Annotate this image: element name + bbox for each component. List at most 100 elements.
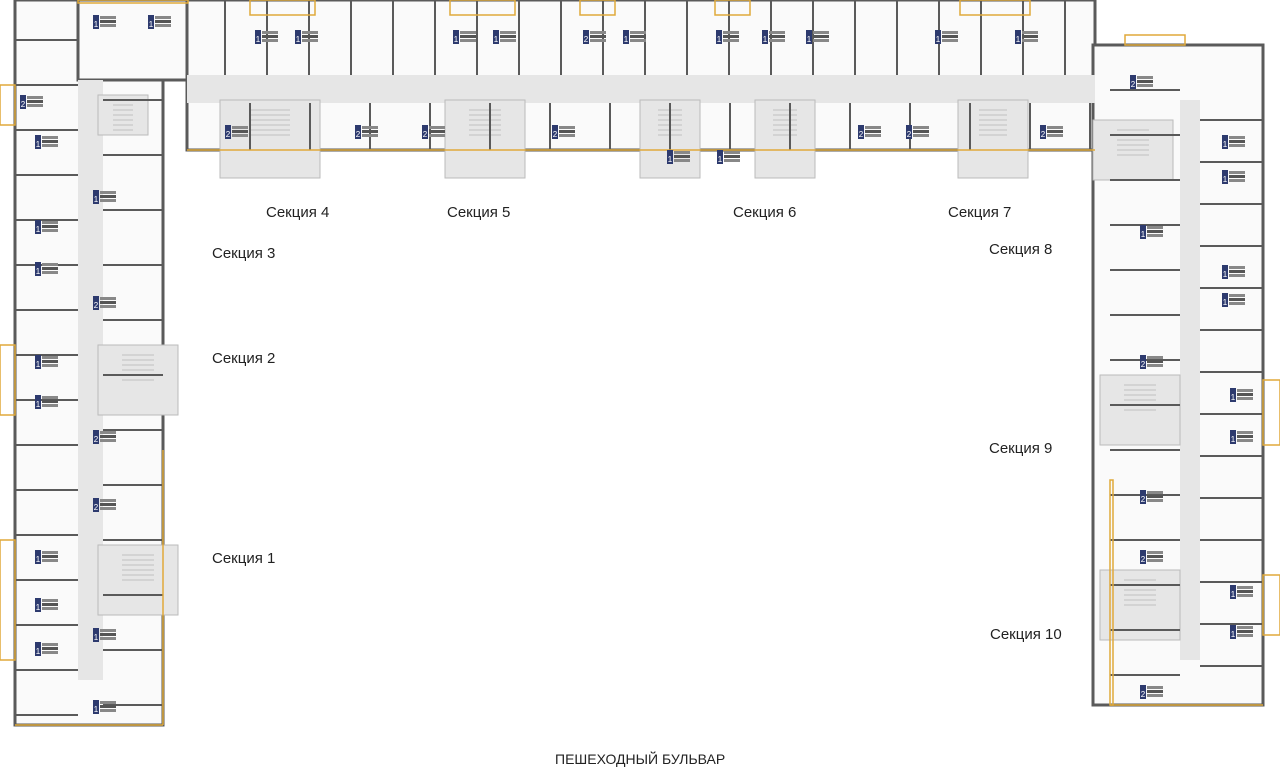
apartment-info-bar: [42, 396, 58, 399]
apartment-badge[interactable]: 1: [255, 30, 281, 44]
apartment-badge[interactable]: 1: [93, 628, 119, 642]
apartment-info-bar: [100, 637, 116, 640]
apartment-info-bar: [100, 305, 116, 308]
apartment-badge[interactable]: 1: [453, 30, 479, 44]
apartment-badge[interactable]: 2: [1140, 355, 1166, 369]
apartment-rooms: 1: [295, 30, 301, 44]
apartment-badge[interactable]: 2: [1130, 75, 1156, 89]
apartment-badge[interactable]: 1: [1222, 170, 1248, 184]
apartment-badge[interactable]: 1: [295, 30, 321, 44]
apartment-badge[interactable]: 1: [148, 15, 174, 29]
balcony: [77, 0, 189, 4]
apartment-info-bar: [559, 130, 575, 133]
building-wing: [76, 0, 190, 82]
apartment-info-bar: [1147, 364, 1163, 367]
apartment-info-bar: [1229, 298, 1245, 301]
apartment-rooms: 2: [1130, 75, 1136, 89]
apartment-info-bar: [27, 100, 43, 103]
apartment-rooms: 2: [1140, 685, 1146, 699]
apartment-info-bar: [429, 126, 445, 129]
apartment-badge[interactable]: 2: [93, 498, 119, 512]
apartment-badge[interactable]: 2: [1140, 550, 1166, 564]
apartment-info-bar: [1229, 144, 1245, 147]
apartment-badge[interactable]: 1: [1230, 388, 1256, 402]
apartment-rooms: 1: [716, 30, 722, 44]
apartment-info-bar: [42, 360, 58, 363]
apartment-badge[interactable]: 1: [716, 30, 742, 44]
apartment-info-bar: [232, 130, 248, 133]
balcony: [0, 539, 16, 661]
stair-core: [444, 99, 526, 179]
apartment-info-bar: [42, 140, 58, 143]
apartment-badge[interactable]: 1: [935, 30, 961, 44]
apartment-info-bar: [590, 39, 606, 42]
apartment-rooms: 2: [1140, 550, 1146, 564]
apartment-info-bar: [1047, 126, 1063, 129]
apartment-badge[interactable]: 2: [20, 95, 46, 109]
apartment-badge[interactable]: 2: [858, 125, 884, 139]
apartment-badge[interactable]: 2: [552, 125, 578, 139]
apartment-badge[interactable]: 1: [35, 598, 61, 612]
apartment-rooms: 2: [355, 125, 361, 139]
apartment-badge[interactable]: 1: [93, 700, 119, 714]
section-4-label[interactable]: Секция 4: [266, 204, 330, 221]
apartment-info-bar: [674, 155, 690, 158]
apartment-info-bar: [813, 35, 829, 38]
apartment-badge[interactable]: 1: [35, 642, 61, 656]
apartment-info-bar: [1237, 634, 1253, 637]
apartment-info-bar: [100, 199, 116, 202]
apartment-badge[interactable]: 2: [1140, 685, 1166, 699]
apartment-badge[interactable]: 1: [1140, 225, 1166, 239]
apartment-badge[interactable]: 1: [1222, 293, 1248, 307]
apartment-badge[interactable]: 1: [1015, 30, 1041, 44]
apartment-badge[interactable]: 2: [583, 30, 609, 44]
apartment-badge[interactable]: 1: [762, 30, 788, 44]
apartment-badge[interactable]: 1: [1230, 430, 1256, 444]
section-8-label[interactable]: Секция 8: [989, 241, 1053, 258]
section-1-label[interactable]: Секция 1: [212, 550, 276, 567]
apartment-badge[interactable]: 2: [93, 430, 119, 444]
apartment-info-bar: [42, 364, 58, 367]
apartment-badge[interactable]: 1: [35, 262, 61, 276]
section-5-label[interactable]: Секция 5: [447, 204, 511, 221]
apartment-badge[interactable]: 1: [493, 30, 519, 44]
apartment-info-bar: [42, 144, 58, 147]
section-7-label[interactable]: Секция 7: [948, 204, 1012, 221]
section-6-label[interactable]: Секция 6: [733, 204, 797, 221]
apartment-badge[interactable]: 1: [623, 30, 649, 44]
apartment-badge[interactable]: 1: [806, 30, 832, 44]
apartment-info-bar: [913, 126, 929, 129]
balcony: [449, 0, 516, 16]
apartment-rooms: 2: [583, 30, 589, 44]
apartment-badge[interactable]: 1: [1230, 585, 1256, 599]
apartment-badge[interactable]: 1: [35, 550, 61, 564]
apartment-badge[interactable]: 2: [422, 125, 448, 139]
apartment-badge[interactable]: 1: [35, 355, 61, 369]
apartment-badge[interactable]: 1: [1222, 265, 1248, 279]
apartment-badge[interactable]: 2: [906, 125, 932, 139]
apartment-badge[interactable]: 2: [225, 125, 251, 139]
apartment-badge[interactable]: 1: [667, 150, 693, 164]
apartment-badge[interactable]: 2: [355, 125, 381, 139]
apartment-badge[interactable]: 2: [1040, 125, 1066, 139]
apartment-badge[interactable]: 1: [1222, 135, 1248, 149]
section-2-label[interactable]: Секция 2: [212, 350, 276, 367]
apartment-info-bar: [100, 705, 116, 708]
apartment-badge[interactable]: 1: [717, 150, 743, 164]
apartment-info-bar: [769, 35, 785, 38]
apartment-badge[interactable]: 1: [93, 15, 119, 29]
apartment-badge[interactable]: 1: [35, 395, 61, 409]
apartment-badge[interactable]: 1: [1230, 625, 1256, 639]
apartment-info-bar: [913, 130, 929, 133]
section-9-label[interactable]: Секция 9: [989, 440, 1053, 457]
apartment-badge[interactable]: 1: [35, 220, 61, 234]
apartment-badge[interactable]: 1: [93, 190, 119, 204]
apartment-badge[interactable]: 2: [93, 296, 119, 310]
apartment-badge[interactable]: 2: [1140, 490, 1166, 504]
apartment-badge[interactable]: 1: [35, 135, 61, 149]
section-10-label[interactable]: Секция 10: [990, 626, 1062, 643]
apartment-info-bar: [1147, 555, 1163, 558]
apartment-rooms: 2: [1140, 490, 1146, 504]
section-3-label[interactable]: Секция 3: [212, 245, 276, 262]
apartment-info-bar: [362, 126, 378, 129]
